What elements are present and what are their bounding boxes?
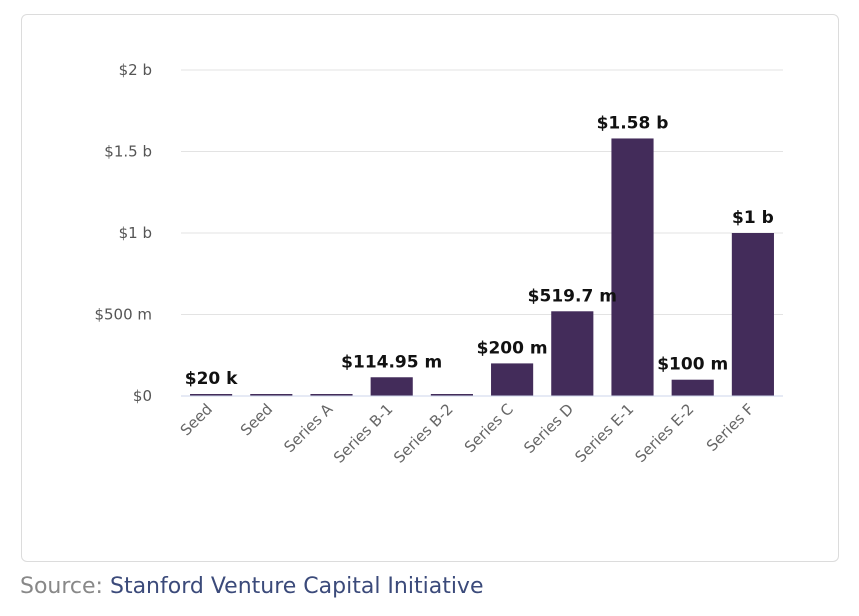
x-tick-label: Series B-2 — [390, 400, 457, 467]
y-tick-label: $1.5 b — [104, 143, 152, 161]
data-label: $519.7 m — [528, 286, 617, 306]
data-label: $100 m — [657, 355, 728, 375]
bar[interactable] — [671, 379, 714, 396]
gridlines — [181, 69, 783, 315]
source-caption: Source: Stanford Venture Capital Initiat… — [20, 574, 484, 599]
bar[interactable] — [190, 394, 233, 396]
bar[interactable] — [551, 311, 594, 396]
data-labels: $20 k $114.95 m $200 m $519.7 m $1.58 b $100 … — [185, 113, 774, 389]
y-tick-label: $0 — [133, 387, 152, 405]
x-tick-label: Series D — [520, 400, 577, 457]
bar[interactable] — [250, 394, 293, 396]
data-label: $1.58 b — [597, 113, 669, 133]
bar[interactable] — [310, 394, 353, 396]
bar[interactable] — [370, 377, 413, 396]
bar-chart: $0$500 m$1 b$1.5 b$2 b $20 k$114.95 m$20… — [94, 61, 783, 467]
x-tick-label: Series B-1 — [330, 400, 397, 467]
bar[interactable] — [491, 363, 534, 396]
data-label: $1 b — [732, 208, 774, 228]
bar[interactable] — [731, 233, 774, 396]
x-tick-label: Series E-2 — [632, 400, 698, 466]
bar[interactable] — [430, 394, 473, 396]
x-tick-label: Series A — [280, 400, 336, 456]
y-tick-label: $1 b — [119, 224, 152, 242]
y-tick-label: $2 b — [119, 61, 152, 79]
chart-card — [21, 14, 839, 562]
bars — [190, 138, 774, 396]
x-tick-label: Series C — [461, 400, 517, 456]
y-axis-ticks: $0 $500 m $1 b $1.5 b $2 b — [94, 61, 152, 405]
x-tick-label: Series F — [703, 400, 758, 455]
x-tick-label: Seed — [237, 400, 276, 439]
x-tick-label: Seed — [177, 400, 216, 439]
source-label: Source: — [20, 574, 103, 599]
y-tick-label: $500 m — [94, 306, 152, 324]
x-tick-label: Series E-1 — [571, 400, 637, 466]
data-label: $114.95 m — [341, 352, 442, 372]
bar[interactable] — [611, 138, 654, 396]
source-link[interactable]: Stanford Venture Capital Initiative — [109, 574, 484, 599]
data-label: $20 k — [185, 369, 238, 389]
data-label: $200 m — [477, 338, 548, 358]
